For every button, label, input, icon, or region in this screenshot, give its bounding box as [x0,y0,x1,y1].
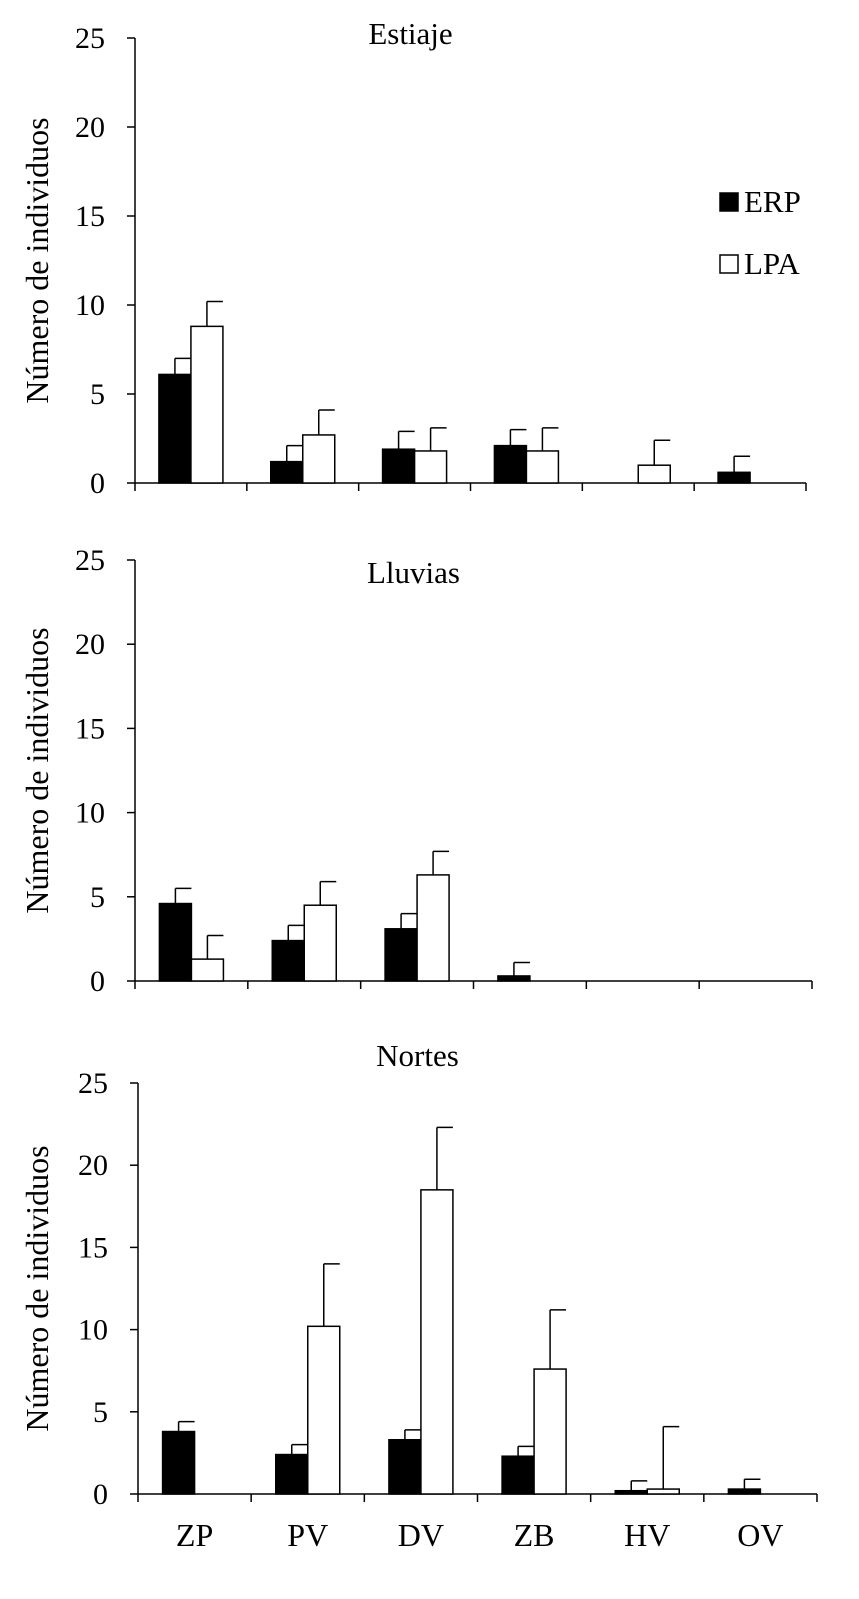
x-category-label: DV [398,1517,444,1553]
y-tick-label: 20 [75,628,105,661]
bar-erp-zb [493,444,528,484]
bar-erp-zp [161,1430,196,1495]
bar-erp-pv [275,1453,309,1495]
bar-lpa-hv [637,464,671,484]
y-tick-label: 15 [75,712,105,745]
x-category-label: ZP [176,1517,213,1553]
bar-erp-pv [271,939,305,982]
y-tick-label: 25 [75,22,105,55]
y-tick-label: 25 [78,1067,108,1100]
y-tick-label: 15 [78,1231,108,1264]
panel-title: Nortes [376,1038,459,1073]
bar-lpa-dv [420,1189,454,1495]
y-tick-label: 5 [93,1396,108,1429]
legend-swatch-erp [719,192,739,212]
y-tick-label: 15 [75,200,105,233]
bar-erp-zb [501,1455,535,1495]
y-tick-label: 25 [75,544,105,577]
bar-erp-ov [727,1488,762,1495]
legend-label: ERP [744,184,801,219]
chart-panel-1: 0 5 10 15 20 25 Estiaje Número de individuos ERP… [19,16,807,500]
x-category-label: HV [624,1517,670,1553]
x-category-label: ZB [514,1517,555,1553]
y-tick-label: 10 [78,1314,108,1347]
bar-lpa-zp [190,958,225,982]
bar-lpa-zp [190,325,224,484]
bar-lpa-pv [303,904,337,982]
bar-lpa-pv [302,434,336,484]
y-tick-label: 0 [90,965,105,998]
y-tick-label: 5 [90,881,105,914]
legend-label: LPA [744,246,800,281]
y-tick-label: 5 [90,378,105,411]
x-category-label: OV [737,1517,783,1553]
bar-lpa-dv [416,874,450,982]
bar-erp-zb [497,975,531,982]
y-tick-label: 10 [75,797,105,830]
bar-erp-dv [384,928,418,982]
x-category-label: PV [287,1517,328,1553]
bar-erp-dv [381,448,416,484]
chart-panel-2: 0 5 10 15 20 25 Lluvias Número de individuos [19,544,813,998]
y-tick-label: 20 [78,1149,108,1182]
y-tick-label: 20 [75,111,105,144]
bar-lpa-pv [307,1325,341,1495]
chart-panel-3: 0 5 10 15 20 25 ZP PV DV ZB HV OV Nortes Número de in… [19,1038,818,1553]
panel-title: Lluvias [367,555,460,590]
y-tick-label: 10 [75,289,105,322]
bar-erp-dv [388,1438,422,1495]
y-axis-title: Número de individuos [19,117,55,403]
bar-erp-ov [717,471,751,484]
bar-erp-zp [158,902,193,982]
bar-lpa-hv [646,1488,680,1495]
y-axis-title: Número de individuos [19,1145,55,1431]
y-tick-label: 0 [93,1478,108,1511]
y-axis-title: Número de individuos [19,627,55,913]
bar-erp-zp [158,373,192,484]
legend-swatch-lpa [719,254,739,274]
legend: ERP LPA [719,184,801,281]
bar-lpa-zb [533,1368,567,1495]
bar-erp-pv [270,460,304,484]
bar-erp-hv [614,1489,648,1495]
panel-title: Estiaje [368,16,452,51]
y-tick-label: 0 [90,467,105,500]
bar-lpa-dv [413,450,448,484]
bar-lpa-zb [525,450,560,484]
